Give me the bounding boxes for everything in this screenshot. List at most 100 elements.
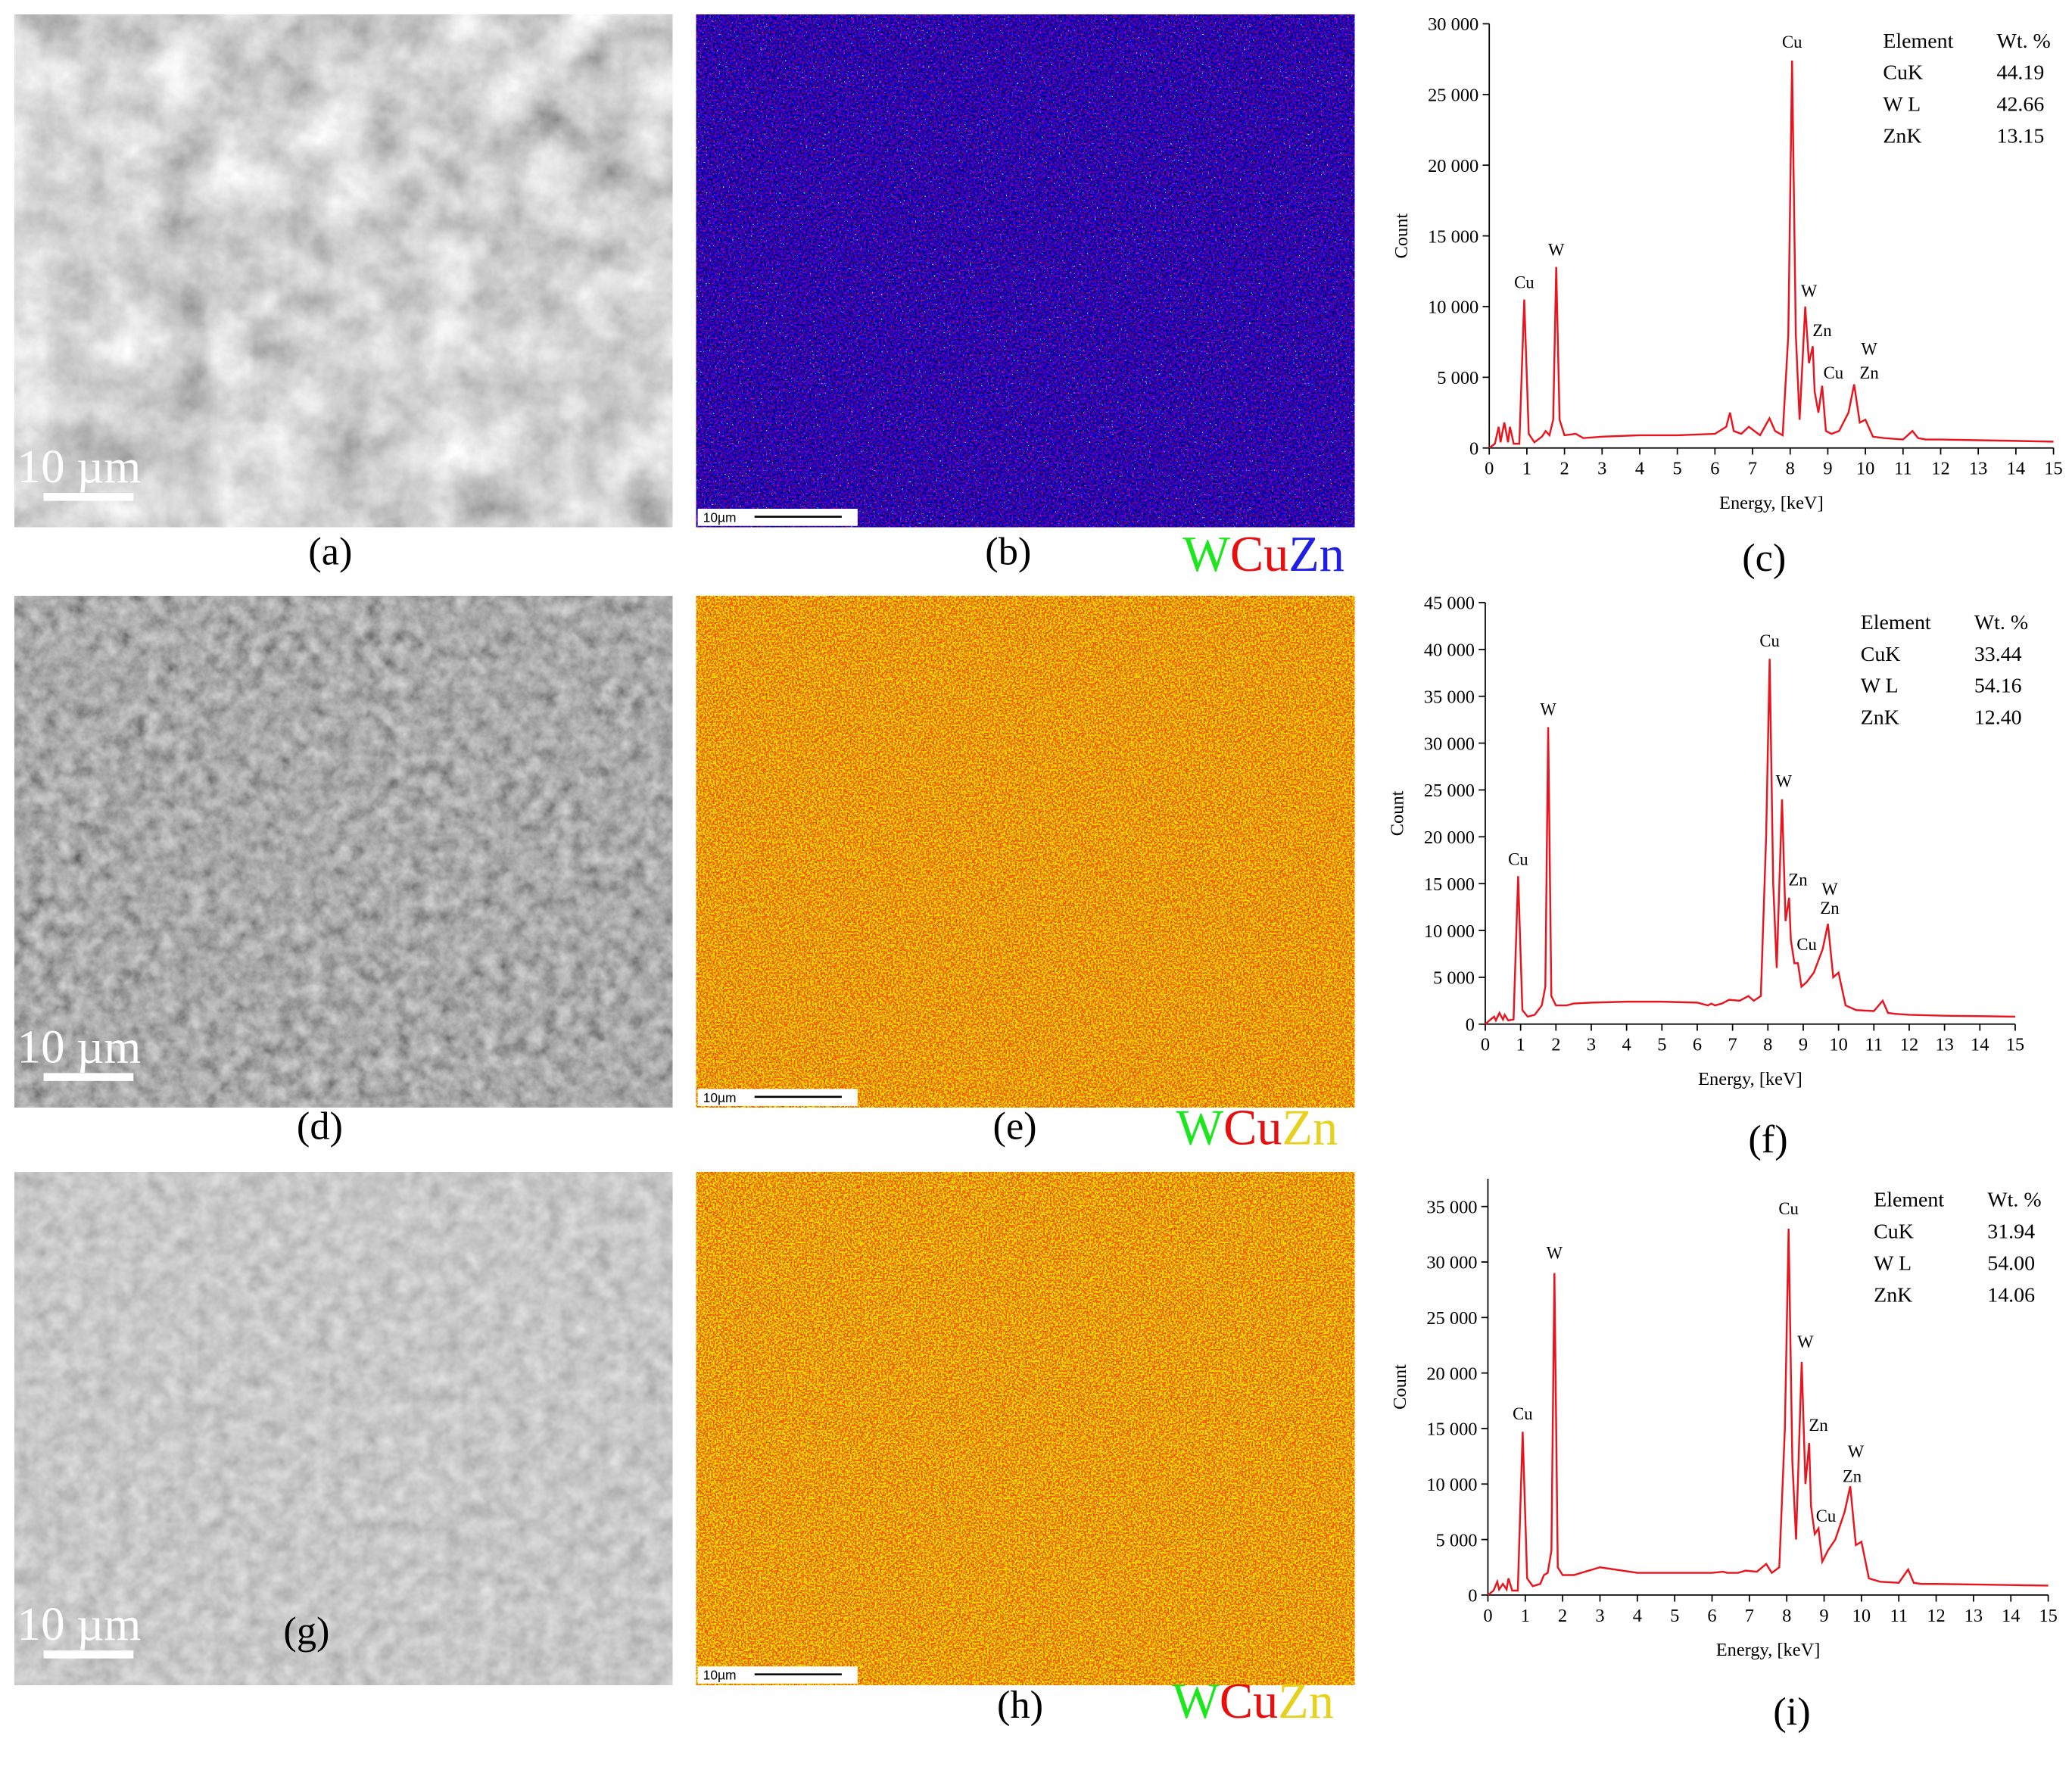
table-cell: CuK <box>1874 1220 1914 1244</box>
peak-label: Cu <box>1513 1404 1532 1423</box>
x-tick-label: 15 <box>2039 1606 2057 1626</box>
x-tick-label: 8 <box>1782 1606 1791 1626</box>
map-scale-label: 10µm <box>703 509 737 525</box>
x-tick-label: 1 <box>1521 1606 1530 1626</box>
x-tick-label: 3 <box>1587 1035 1596 1055</box>
x-tick-label: 8 <box>1763 1035 1772 1055</box>
y-tick-label: 20 000 <box>1428 156 1478 176</box>
panel-label: (c) <box>1742 536 1786 580</box>
eds-map <box>696 14 1355 528</box>
x-tick-label: 4 <box>1622 1035 1631 1055</box>
x-tick-label: 3 <box>1595 1606 1604 1626</box>
peak-label: W <box>1540 700 1556 718</box>
y-tick-label: 10 000 <box>1424 921 1475 942</box>
table-cell: 13.15 <box>1997 125 2045 148</box>
x-tick-label: 6 <box>1693 1035 1702 1055</box>
peak-label: W <box>1797 1332 1814 1351</box>
scale-bar <box>43 1650 134 1659</box>
table-header: Wt. % <box>1974 611 2028 634</box>
panel-label: (d) <box>297 1105 343 1148</box>
y-tick-label: 30 000 <box>1426 1253 1477 1273</box>
table-cell: 54.00 <box>1987 1251 2035 1275</box>
table-cell: 54.16 <box>1974 675 2022 698</box>
scale-bar-label: 10 µm <box>17 1597 142 1650</box>
peak-label: W <box>1848 1442 1865 1461</box>
x-tick-label: 6 <box>1710 459 1719 479</box>
y-tick-label: 0 <box>1466 1015 1475 1036</box>
x-tick-label: 15 <box>2006 1035 2024 1055</box>
y-tick-label: 25 000 <box>1424 781 1475 801</box>
x-tick-label: 11 <box>1894 459 1912 479</box>
x-tick-label: 13 <box>1965 1606 1983 1626</box>
x-tick-label: 10 <box>1856 459 1874 479</box>
y-tick-label: 0 <box>1469 438 1478 459</box>
legend-entry: W <box>1182 527 1230 582</box>
x-tick-label: 1 <box>1516 1035 1525 1055</box>
table-cell: 44.19 <box>1997 61 2045 85</box>
peak-label: W <box>1548 241 1565 260</box>
y-tick-label: 5 000 <box>1436 1530 1478 1550</box>
panel-label: (f) <box>1748 1117 1787 1161</box>
x-axis-title: Energy, [keV] <box>1698 1069 1802 1089</box>
x-tick-label: 11 <box>1865 1035 1883 1055</box>
x-tick-label: 2 <box>1559 459 1569 479</box>
y-axis-title: Count <box>1388 790 1408 836</box>
table-cell: W L <box>1883 93 1921 117</box>
table-cell: W L <box>1874 1251 1912 1275</box>
peak-label: W <box>1776 772 1793 791</box>
x-tick-label: 9 <box>1799 1035 1808 1055</box>
x-tick-label: 0 <box>1485 459 1494 479</box>
legend-entry: Cu <box>1220 1674 1278 1729</box>
table-cell: 33.44 <box>1974 643 2022 666</box>
x-axis-title: Energy, [keV] <box>1716 1640 1821 1660</box>
scale-bar <box>43 493 134 501</box>
peak-label: Zn <box>1843 1466 1862 1485</box>
x-tick-label: 7 <box>1728 1035 1737 1055</box>
peak-label: Cu <box>1514 273 1534 292</box>
x-tick-label: 6 <box>1707 1606 1716 1626</box>
panel-label: (b) <box>985 529 1031 573</box>
table-cell: ZnK <box>1874 1283 1912 1307</box>
table-header: Wt. % <box>1997 30 2051 53</box>
map-scale-label: 10µm <box>703 1668 737 1683</box>
x-tick-label: 12 <box>1900 1035 1918 1055</box>
y-tick-label: 5 000 <box>1433 968 1475 989</box>
peak-label: Cu <box>1824 363 1843 382</box>
table-cell: CuK <box>1861 643 1901 666</box>
x-tick-label: 2 <box>1551 1035 1560 1055</box>
peak-label: Zn <box>1812 321 1831 340</box>
x-tick-label: 3 <box>1597 459 1606 479</box>
y-tick-label: 45 000 <box>1424 594 1475 614</box>
peak-label: Cu <box>1816 1507 1836 1525</box>
x-tick-label: 8 <box>1786 459 1795 479</box>
x-tick-label: 9 <box>1819 1606 1828 1626</box>
x-tick-label: 14 <box>2007 459 2025 479</box>
x-tick-label: 12 <box>1931 459 1949 479</box>
x-axis-title: Energy, [keV] <box>1719 493 1824 513</box>
peak-label: W <box>1821 880 1838 899</box>
x-tick-label: 14 <box>2002 1606 2020 1626</box>
table-cell: ZnK <box>1861 706 1899 730</box>
sem-image <box>14 596 673 1108</box>
scale-bar-label: 10 µm <box>17 1020 142 1073</box>
peak-label: Zn <box>1809 1416 1828 1435</box>
x-tick-label: 9 <box>1823 459 1832 479</box>
table-header: Element <box>1874 1189 1944 1212</box>
legend-entry: Zn <box>1282 1101 1338 1156</box>
y-tick-label: 30 000 <box>1424 734 1475 754</box>
legend-entry: W <box>1176 1101 1224 1156</box>
peak-label: Zn <box>1820 899 1839 918</box>
eds-map <box>696 1172 1355 1685</box>
y-tick-label: 0 <box>1468 1586 1477 1606</box>
y-axis-title: Count <box>1391 213 1412 259</box>
peak-label: Cu <box>1778 1199 1798 1218</box>
peak-label: Zn <box>1788 871 1807 890</box>
x-tick-label: 5 <box>1673 459 1682 479</box>
legend-entry: Cu <box>1230 527 1288 582</box>
table-header: Element <box>1883 30 1953 53</box>
legend-entry: Cu <box>1223 1101 1282 1156</box>
x-tick-label: 0 <box>1481 1035 1490 1055</box>
